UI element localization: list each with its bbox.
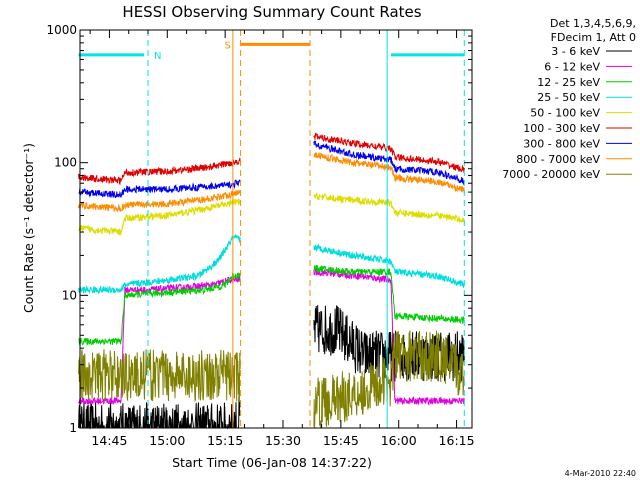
x-tick-label-5: 15:45: [323, 433, 359, 448]
series-line-9: [78, 330, 465, 429]
series-line-8: [78, 152, 465, 213]
legend-label-6: 100 - 300 keV: [523, 122, 600, 135]
y-axis-label: Count Rate (s⁻¹ detector⁻¹): [21, 143, 36, 313]
legend-label-3: 12 - 25 keV: [537, 76, 600, 89]
series-line-4: [78, 233, 465, 295]
x-tick-label-3: 15:15: [207, 433, 243, 448]
legend-label-1: 3 - 6 keV: [551, 45, 600, 58]
series-line-5: [78, 192, 465, 236]
legend-label-2: 6 - 12 keV: [544, 60, 600, 73]
x-tick-label-4: 15:30: [265, 433, 301, 448]
legend-header-line-2: FDecim 1, Att 0: [551, 31, 636, 44]
legend-label-9: 7000 - 20000 keV: [502, 168, 600, 181]
marker-layer: NS: [78, 30, 465, 428]
y-tick-label-3: 100: [54, 156, 77, 170]
y-tick-label-1: 1: [69, 421, 77, 435]
marker-label-saa: S: [225, 40, 231, 51]
series-line-7: [78, 140, 465, 199]
legend-label-8: 800 - 7000 keV: [516, 153, 600, 166]
chart-title: HESSI Observing Summary Count Rates: [122, 3, 421, 21]
x-tick-label-6: 16:00: [381, 433, 417, 448]
x-tick-label-2: 15:00: [149, 433, 185, 448]
x-axis-label: Start Time (06-Jan-08 14:37:22): [172, 455, 372, 470]
legend-label-4: 25 - 50 keV: [537, 91, 600, 104]
series-layer: [78, 132, 465, 430]
series-line-3: [78, 265, 465, 346]
series-line-6: [78, 132, 465, 186]
x-tick-label-1: 14:45: [91, 433, 127, 448]
legend-label-7: 300 - 800 keV: [523, 137, 600, 150]
legend-label-5: 50 - 100 keV: [530, 107, 600, 120]
y-tick-label-2: 10: [62, 288, 77, 302]
legend-header-line-1: Det 1,3,4,5,6,9,: [550, 17, 636, 30]
x-tick-label-7: 16:15: [439, 433, 475, 448]
legend: 3 - 6 keV 6 - 12 keV 12 - 25 keV 25 - 50 ke…: [502, 45, 632, 181]
footer-date: 4-Mar-2010 22:40: [565, 469, 636, 478]
marker-label-night: N: [154, 51, 161, 62]
plot-frame: [79, 29, 473, 429]
y-tick-label-4: 1000: [46, 23, 77, 37]
tick-layer: 1 10 100 1000 14:45 15:00 15:15 15:30 15:45 16:00…: [46, 23, 474, 448]
